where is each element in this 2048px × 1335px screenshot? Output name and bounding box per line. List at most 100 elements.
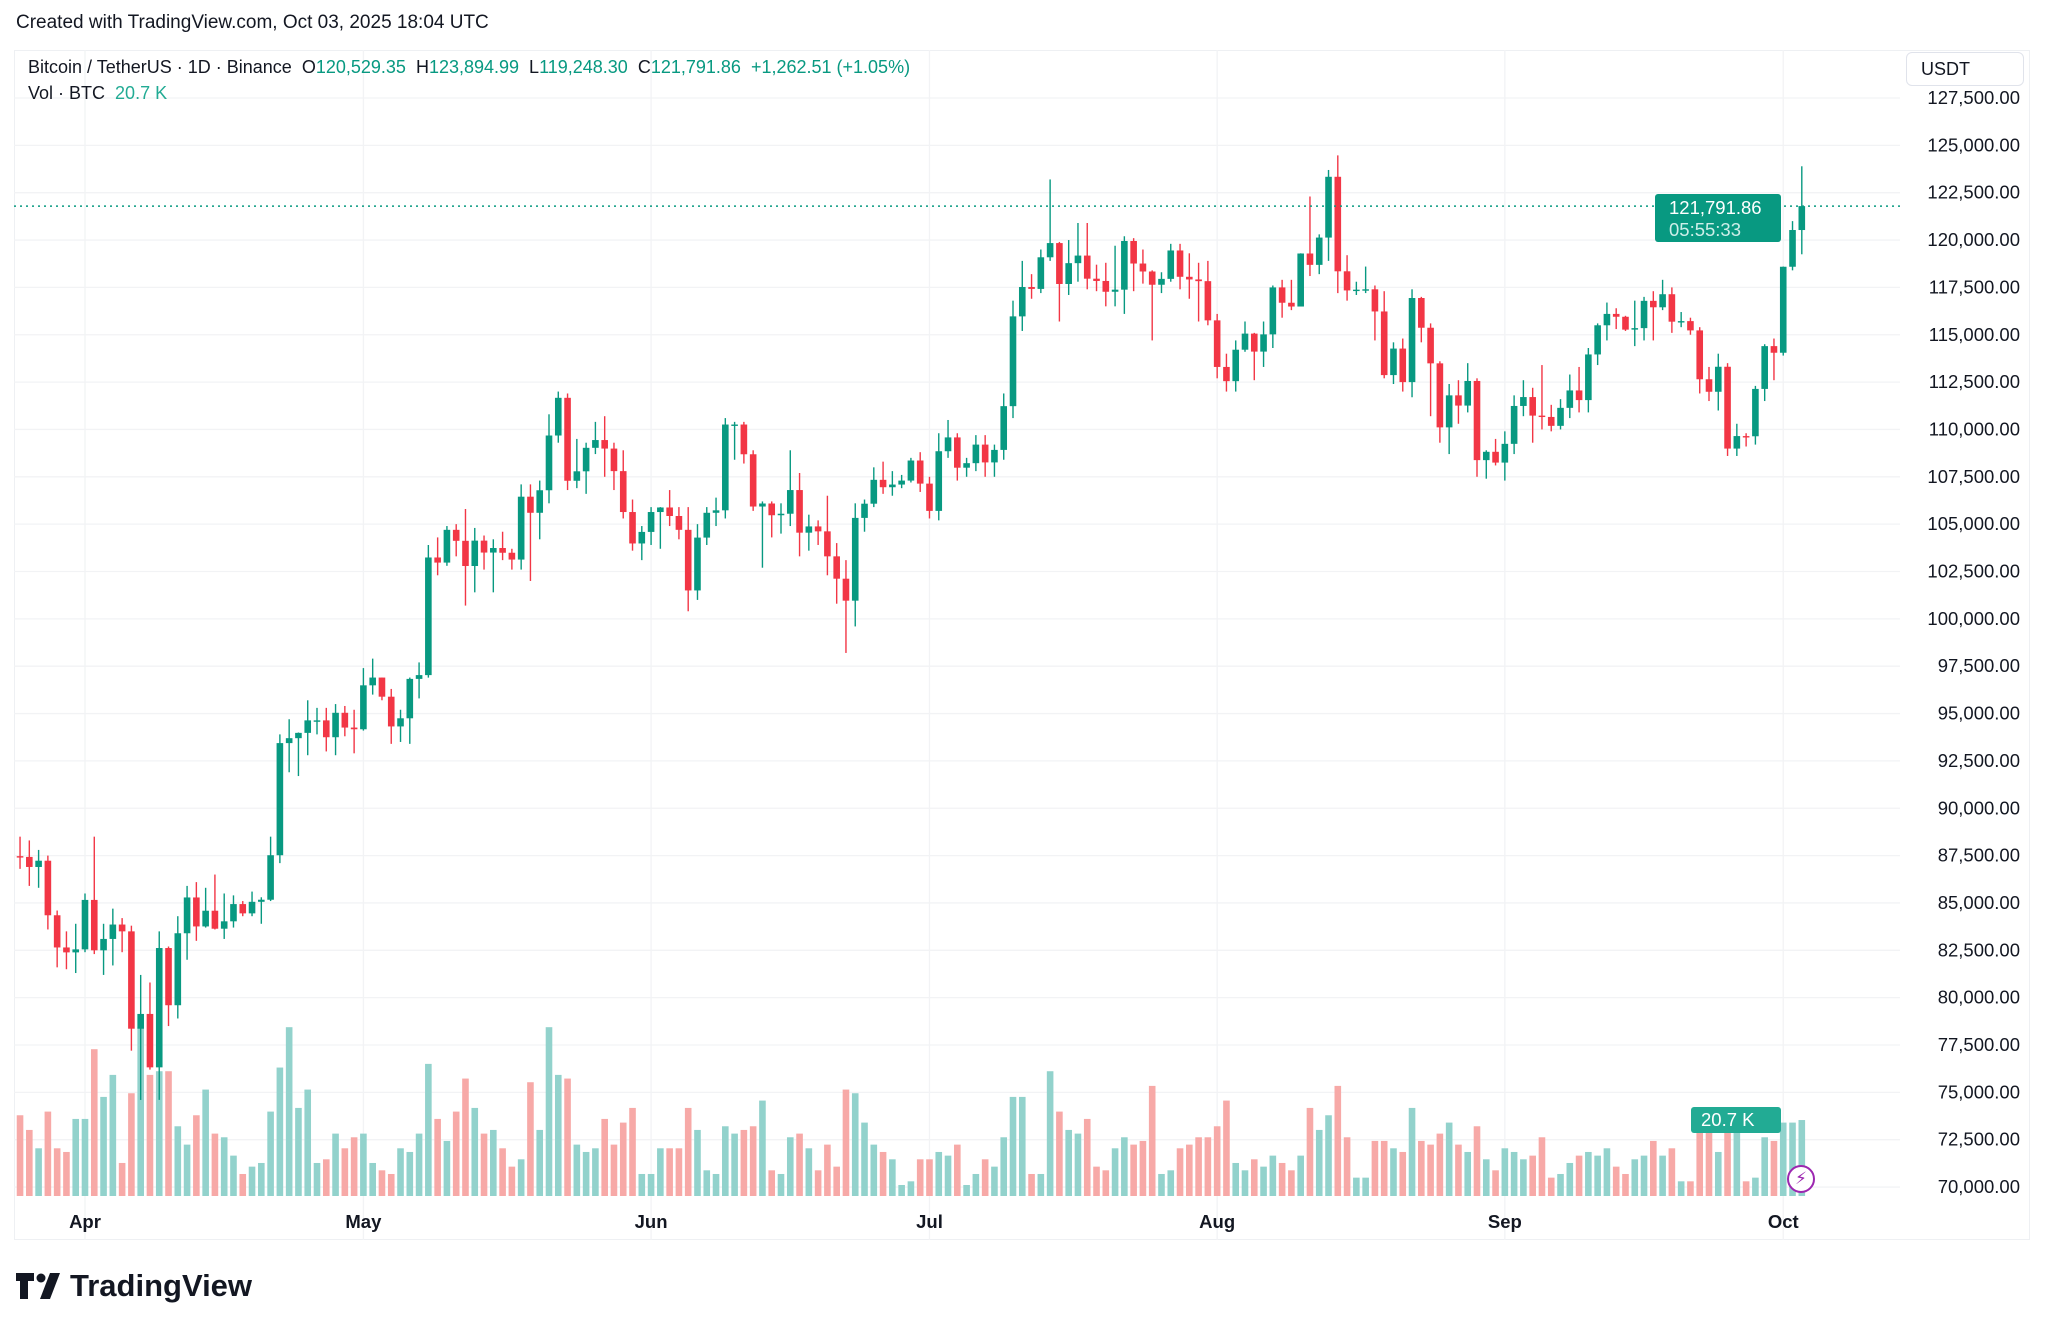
candle xyxy=(471,527,479,593)
volume-bar xyxy=(1158,1173,1165,1196)
candle-body xyxy=(1408,298,1416,383)
candle-body xyxy=(341,712,349,728)
candle-body xyxy=(1761,346,1768,389)
volume-bar xyxy=(480,1133,488,1196)
candle-body xyxy=(285,738,293,744)
volume-bar xyxy=(536,1129,544,1196)
candle xyxy=(1779,266,1787,356)
volume-bar xyxy=(1677,1181,1685,1196)
candle xyxy=(258,897,265,924)
candle-body xyxy=(1250,333,1258,352)
candle xyxy=(1334,155,1342,294)
candle xyxy=(443,526,451,566)
candle-body xyxy=(155,948,163,1068)
last-price-value: 121,791.86 xyxy=(1669,197,1762,219)
price-tick-label: 125,000.00 xyxy=(1927,134,2020,155)
candle-body xyxy=(527,496,534,513)
volume-bar xyxy=(295,1107,302,1196)
candle xyxy=(1742,433,1750,447)
symbol-title[interactable]: Bitcoin / TetherUS · 1D · Binance xyxy=(28,57,292,77)
candle xyxy=(165,946,172,1027)
candle-body xyxy=(1074,255,1082,264)
candle-body xyxy=(954,437,961,468)
tradingview-logo[interactable]: TradingView xyxy=(16,1268,252,1304)
volume-bar xyxy=(1585,1151,1592,1196)
candle xyxy=(1594,323,1601,366)
candle-body xyxy=(1668,294,1676,322)
volume-bar xyxy=(1427,1144,1434,1196)
candle-body xyxy=(1464,380,1472,406)
volume-label[interactable]: Vol · BTC xyxy=(28,83,106,103)
candle-body xyxy=(1130,240,1137,264)
volume-bar xyxy=(833,1166,840,1196)
volume-bar xyxy=(768,1170,776,1196)
candle-body xyxy=(740,424,748,455)
volume-bar xyxy=(684,1107,692,1196)
candle xyxy=(53,910,61,968)
candle xyxy=(1455,380,1462,424)
volume-bar xyxy=(889,1159,896,1196)
candle-body xyxy=(322,720,330,738)
candle xyxy=(768,501,776,538)
candle xyxy=(155,931,163,1100)
open-label: O xyxy=(301,57,316,77)
volume-bar xyxy=(1779,1122,1787,1196)
lightning-icon[interactable]: ⚡ xyxy=(1787,1165,1815,1193)
volume-bar xyxy=(749,1126,757,1196)
volume-bar xyxy=(378,1170,386,1196)
candle xyxy=(1362,266,1369,294)
volume-bar xyxy=(610,1144,618,1196)
candle xyxy=(1232,340,1240,392)
candle-body xyxy=(369,677,376,686)
candle-body xyxy=(1148,271,1156,285)
candle xyxy=(1353,281,1360,295)
candle-body xyxy=(1547,416,1555,426)
volume-bar xyxy=(1408,1107,1416,1196)
volume-bar xyxy=(1167,1170,1175,1196)
candle xyxy=(1603,302,1611,341)
candle-body xyxy=(1056,243,1063,284)
volume-bar xyxy=(1288,1170,1295,1196)
candle xyxy=(777,503,785,534)
candle xyxy=(1464,363,1472,413)
volume-bar xyxy=(694,1129,701,1196)
volume-bar xyxy=(165,1071,172,1196)
candle xyxy=(1612,308,1620,330)
candle-body xyxy=(100,938,107,951)
candle xyxy=(174,916,182,1019)
volume-bar xyxy=(1000,1137,1008,1196)
candle-body xyxy=(638,531,646,544)
candle-body xyxy=(1065,263,1072,284)
candle-body xyxy=(443,529,451,563)
candle-body xyxy=(1093,278,1100,281)
volume-bar xyxy=(1074,1133,1082,1196)
volume-bar xyxy=(128,1093,135,1196)
candle-body xyxy=(545,435,553,491)
candle-body xyxy=(16,856,24,858)
candle xyxy=(842,560,850,653)
candle xyxy=(666,490,673,527)
candle-body xyxy=(1585,354,1592,401)
candle-body xyxy=(619,471,627,513)
candle xyxy=(1445,383,1453,455)
candle xyxy=(480,535,488,570)
volume-bar xyxy=(545,1027,553,1196)
currency-button[interactable]: USDT xyxy=(1906,52,2024,86)
candle xyxy=(1250,332,1258,381)
candle-body xyxy=(926,483,933,511)
candle xyxy=(870,467,878,508)
volume-bar xyxy=(332,1133,339,1196)
candle xyxy=(202,887,209,928)
time-tick-label: Sep xyxy=(1488,1211,1522,1232)
candle xyxy=(749,450,757,511)
volume-bar xyxy=(1705,1129,1713,1196)
candle xyxy=(183,885,191,960)
created-with-caption: Created with TradingView.com, Oct 03, 20… xyxy=(16,12,489,33)
volume-bar xyxy=(1306,1107,1314,1196)
candle-body xyxy=(1427,327,1434,364)
price-tick-label: 102,500.00 xyxy=(1927,561,2020,582)
volume-bar xyxy=(916,1159,924,1196)
candle xyxy=(1752,385,1759,445)
candle-body xyxy=(1306,253,1314,265)
